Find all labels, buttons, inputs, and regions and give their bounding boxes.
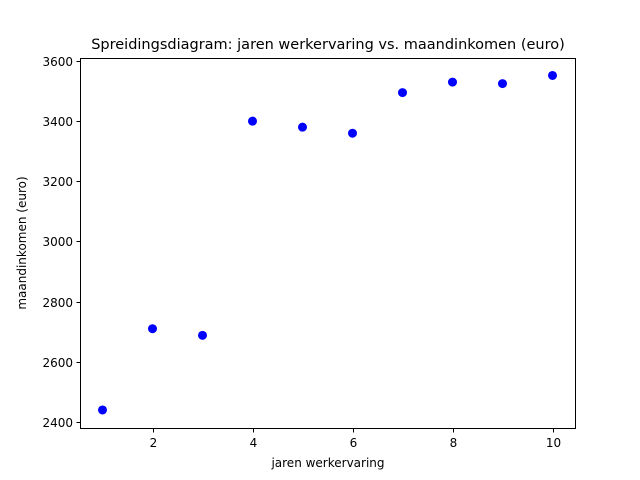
data-point (548, 70, 557, 80)
x-tick-label: 10 (546, 436, 561, 450)
data-point (498, 79, 507, 89)
data-point (198, 330, 207, 340)
x-tick-label: 6 (350, 436, 358, 450)
y-tick-label: 3400 (42, 115, 73, 129)
data-point (298, 122, 307, 132)
x-tick-label: 8 (450, 436, 458, 450)
data-point (248, 116, 257, 126)
data-point (98, 405, 107, 415)
y-tick-label: 2800 (42, 296, 73, 310)
y-tick-label: 2400 (42, 416, 73, 430)
x-axis: 2 4 6 8 10 (150, 428, 561, 450)
data-point (398, 88, 407, 98)
data-point (148, 324, 157, 334)
y-axis-label: maandinkomen (euro) (15, 176, 29, 309)
x-tick-label: 4 (250, 436, 258, 450)
axes-frame (80, 58, 576, 429)
x-axis-label: jaren werkervaring (270, 456, 384, 470)
y-tick-label: 2600 (42, 356, 73, 370)
y-tick-label: 3600 (42, 55, 73, 69)
x-tick-label: 2 (150, 436, 158, 450)
data-point (348, 128, 357, 138)
data-point (448, 77, 457, 87)
y-tick-label: 3000 (42, 235, 73, 249)
y-axis: 2400 2600 2800 3000 3200 3400 3600 (42, 55, 81, 430)
y-tick-label: 3200 (42, 175, 73, 189)
chart-title: Spreidingsdiagram: jaren werkervaring vs… (91, 37, 565, 53)
plot-area (98, 70, 557, 415)
